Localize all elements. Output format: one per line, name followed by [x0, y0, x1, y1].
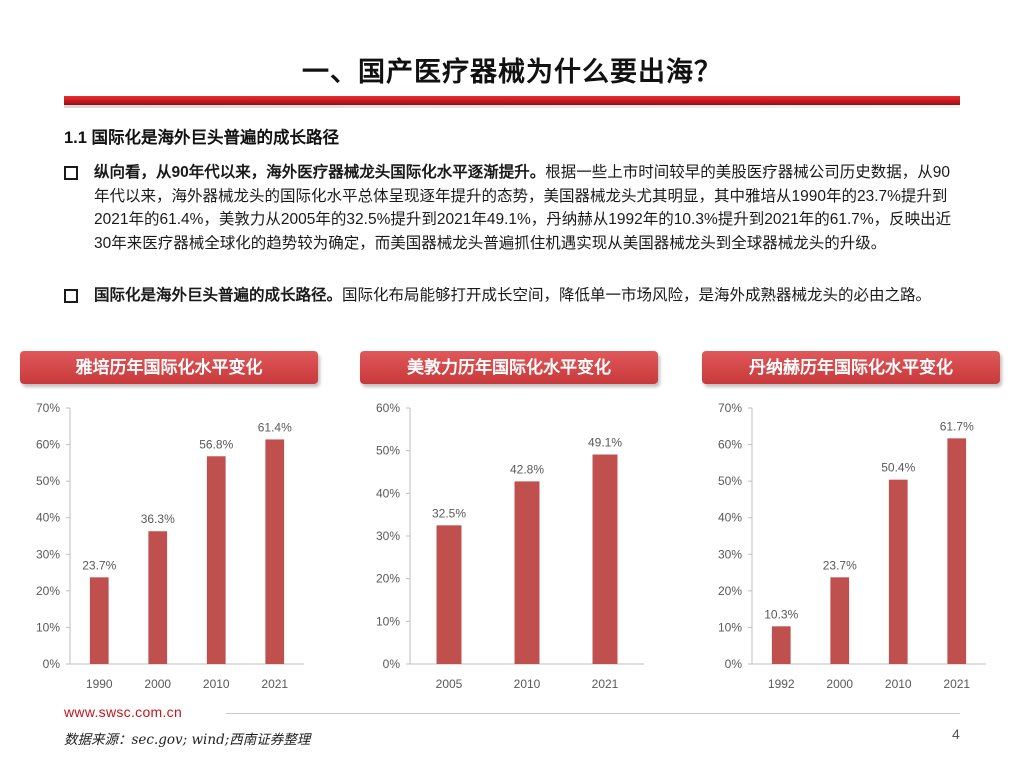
data-label: 61.4% [258, 420, 292, 434]
y-tick-label: 60% [718, 438, 742, 452]
chart-svg-danaher: 0% 10% 20% 30% 40% 50% 60% 70% 10.3% 1992 23.7% 200… [718, 401, 986, 691]
y-tick-label: 10% [718, 620, 742, 634]
x-tick-label: 2021 [261, 677, 288, 691]
square-bullet-icon [64, 166, 78, 180]
chart-abbott: 0% 10% 20% 30% 40% 50% 60% 70% 23.7% 1990 36.3% 200… [22, 396, 322, 696]
y-tick-label: 0% [43, 657, 61, 671]
bar [89, 577, 109, 664]
footer-divider [226, 713, 960, 714]
chart-svg-abbott: 0% 10% 20% 30% 40% 50% 60% 70% 23.7% 1990 36.3% 200… [36, 401, 304, 691]
y-tick-label: 60% [36, 438, 60, 452]
data-label: 50.4% [881, 461, 915, 475]
bar [436, 525, 462, 664]
y-tick-label: 40% [376, 486, 400, 500]
chart-title-abbott: 雅培历年国际化水平变化 [20, 351, 318, 384]
x-tick-label: 2005 [436, 677, 463, 691]
y-tick-label: 0% [383, 657, 401, 671]
y-tick-label: 70% [36, 401, 60, 415]
page-number: 4 [952, 726, 960, 742]
y-tick-label: 50% [718, 474, 742, 488]
y-tick-label: 0% [725, 657, 743, 671]
data-label: 10.3% [764, 607, 798, 621]
chart-medtronic: 0% 10% 20% 30% 40% 50% 60% 32.5% 2005 42.8% 2010 49… [362, 396, 662, 696]
y-tick-label: 20% [376, 572, 400, 586]
bar [830, 577, 850, 664]
chart-svg-medtronic: 0% 10% 20% 30% 40% 50% 60% 32.5% 2005 42.8% 2010 49… [376, 401, 644, 691]
bullet-text: 国际化是海外巨头普遍的成长路径。国际化布局能够打开成长空间，降低单一市场风险，是… [94, 284, 964, 308]
x-tick-label: 2021 [592, 677, 619, 691]
bullet-text: 纵向看，从90年代以来，海外医疗器械龙头国际化水平逐渐提升。根据一些上市时间较早… [94, 161, 964, 255]
y-tick-label: 30% [718, 547, 742, 561]
x-tick-label: 2010 [514, 677, 541, 691]
x-tick-label: 2000 [826, 677, 853, 691]
data-label: 61.7% [940, 419, 974, 433]
square-bullet-icon [64, 289, 78, 303]
bullet-body: 根据一些上市时间较早的美股医疗器械公司历史数据，从90年代以来，海外器械龙头的国… [94, 164, 952, 252]
y-tick-label: 20% [718, 584, 742, 598]
y-tick-label: 70% [718, 401, 742, 415]
x-tick-label: 2010 [885, 677, 912, 691]
title-underline-bar [64, 96, 960, 105]
chart-title-medtronic: 美敦力历年国际化水平变化 [360, 351, 658, 384]
x-tick-label: 2000 [144, 677, 171, 691]
y-tick-label: 40% [36, 511, 60, 525]
bullet-item: 国际化是海外巨头普遍的成长路径。国际化布局能够打开成长空间，降低单一市场风险，是… [64, 284, 964, 308]
x-tick-label: 1990 [86, 677, 113, 691]
y-tick-label: 60% [376, 401, 400, 415]
y-tick-label: 30% [376, 529, 400, 543]
x-tick-label: 2021 [943, 677, 970, 691]
data-source-note: 数据来源：sec.gov; wind;西南证券整理 [64, 732, 311, 748]
y-tick-label: 20% [36, 584, 60, 598]
bar [592, 454, 618, 664]
bullet-bold-lead: 纵向看，从90年代以来，海外医疗器械龙头国际化水平逐渐提升。 [94, 164, 546, 181]
bar [514, 481, 540, 664]
data-label: 56.8% [199, 437, 233, 451]
data-label: 36.3% [141, 512, 175, 526]
bar [148, 531, 168, 664]
bar [206, 456, 226, 664]
data-label: 32.5% [432, 506, 466, 520]
y-tick-label: 10% [36, 620, 60, 634]
data-label: 49.1% [588, 436, 622, 450]
data-label: 23.7% [823, 558, 857, 572]
bullet-bold-lead: 国际化是海外巨头普遍的成长路径。 [94, 287, 343, 304]
bar [771, 626, 791, 664]
y-tick-label: 50% [376, 444, 400, 458]
title-underline-shadow [64, 105, 960, 108]
data-label: 23.7% [82, 558, 116, 572]
bullet-item: 纵向看，从90年代以来，海外医疗器械龙头国际化水平逐渐提升。根据一些上市时间较早… [64, 161, 964, 255]
y-tick-label: 10% [376, 614, 400, 628]
section-heading: 1.1 国际化是海外巨头普遍的成长路径 [64, 129, 340, 147]
footer-website-link[interactable]: www.swsc.com.cn [64, 704, 183, 720]
chart-danaher: 0% 10% 20% 30% 40% 50% 60% 70% 10.3% 1992 23.7% 200… [704, 396, 1004, 696]
bar [947, 438, 967, 664]
data-label: 42.8% [510, 462, 544, 476]
y-tick-label: 50% [36, 474, 60, 488]
y-tick-label: 40% [718, 511, 742, 525]
page-title: 一、国产医疗器械为什么要出海？ [302, 57, 722, 87]
x-tick-label: 1992 [768, 677, 795, 691]
bullet-body: 国际化布局能够打开成长空间，降低单一市场风险，是海外成熟器械龙头的必由之路。 [342, 287, 932, 304]
x-tick-label: 2010 [203, 677, 230, 691]
bar [265, 439, 285, 664]
bar [888, 479, 908, 664]
y-tick-label: 30% [36, 547, 60, 561]
chart-title-danaher: 丹纳赫历年国际化水平变化 [702, 351, 1000, 384]
